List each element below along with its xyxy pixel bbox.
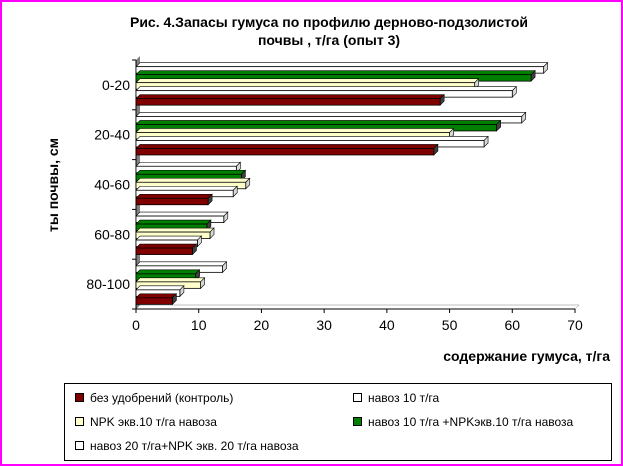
bar-0-20-series-0 (135, 93, 445, 106)
bar-20-40-series-3 (135, 119, 502, 132)
y-category-label: 80-100 (86, 276, 130, 292)
legend-item-manure-10: навоз 10 т/га (353, 391, 439, 405)
x-tick-label: 0 (132, 317, 140, 333)
x-tick-label: 50 (442, 317, 458, 333)
x-tick-label: 60 (504, 317, 520, 333)
legend-item-manure-npk-20: навоз 20 т/га+NPK экв. 20 т/га навоза (75, 439, 299, 453)
legend-label-npk-10: NPK экв.10 т/га навоза (90, 415, 217, 429)
chart-title-line-1: Рис. 4.Запасы гумуса по профилю дерново-… (130, 14, 528, 30)
legend-swatch-manure-npk-10 (353, 417, 362, 426)
legend-label-control: без удобрений (контроль) (90, 391, 234, 405)
bar-80-100-series-0 (135, 293, 178, 306)
legend-label-manure-npk-10: навоз 10 т/га +NPKэкв.10 т/га навоза (368, 415, 574, 429)
legend-swatch-npk-10 (75, 417, 84, 426)
legend-item-npk-10: NPK экв.10 т/га навоза (75, 415, 217, 429)
y-category-label: 20-40 (94, 127, 130, 143)
legend-item-control: без удобрений (контроль) (75, 391, 233, 405)
x-tick-label: 30 (316, 317, 332, 333)
legend-swatch-manure-10 (353, 393, 362, 402)
x-tick-label: 10 (191, 317, 207, 333)
legend-label-manure-10: навоз 10 т/га (368, 391, 440, 405)
y-axis-label: ты почвы, см (45, 138, 61, 232)
bar-40-60-series-3 (135, 169, 247, 182)
bar-20-40-series-4 (135, 111, 527, 124)
bar-0-20-series-2 (135, 77, 480, 90)
bar-40-60-series-0 (135, 193, 213, 206)
chart-title-line-2: почвы , т/га (опыт 3) (258, 32, 400, 48)
x-tick-label: 40 (379, 317, 395, 333)
x-axis-label: содержание гумуса, т/га (443, 348, 610, 364)
y-category-label: 60-80 (94, 226, 130, 242)
plot-floor (135, 304, 580, 310)
legend-swatch-control (75, 393, 84, 402)
bar-0-20-series-4 (135, 61, 549, 74)
bar-60-80-series-0 (135, 243, 198, 256)
bar-60-80-series-1 (135, 235, 203, 248)
legend-label-manure-npk-20: навоз 20 т/га+NPK экв. 20 т/га навоза (90, 439, 299, 453)
legend-swatch-manure-npk-20 (75, 441, 84, 450)
bar-20-40-series-0 (135, 143, 439, 156)
y-category-label: 40-60 (94, 177, 130, 193)
x-tick-label: 70 (567, 317, 583, 333)
legend-item-manure-npk-10: навоз 10 т/га +NPKэкв.10 т/га навоза (353, 415, 573, 429)
x-tick-label: 20 (254, 317, 270, 333)
legend: без удобрений (контроль) навоз 10 т/га N… (64, 383, 612, 461)
y-category-label: 0-20 (102, 77, 130, 93)
